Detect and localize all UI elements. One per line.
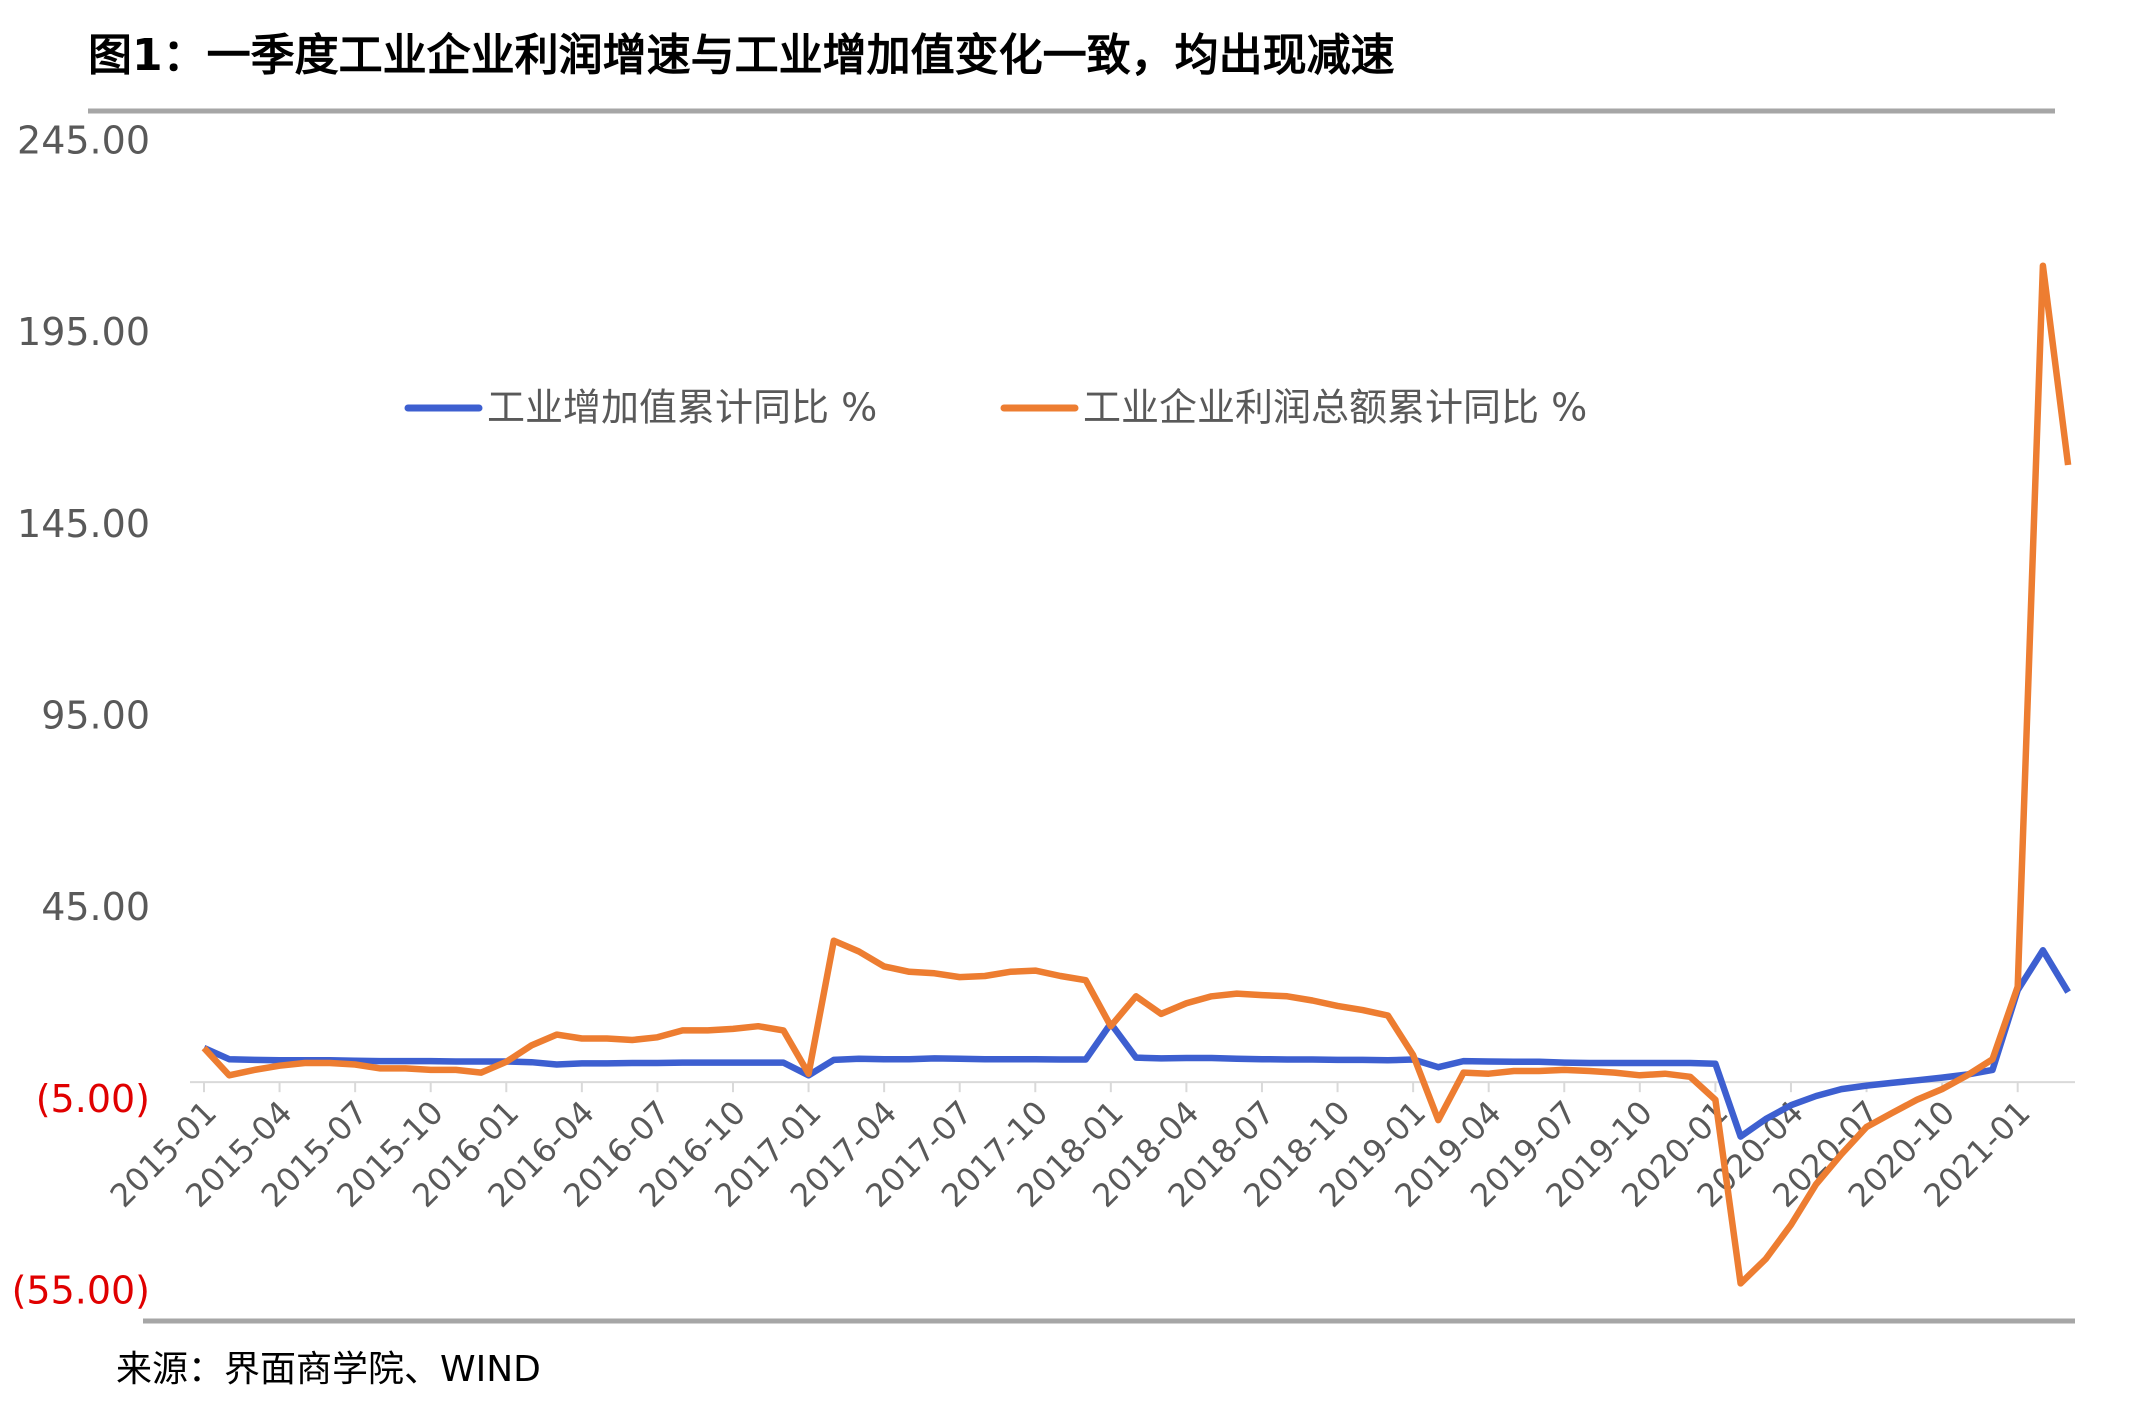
y-tick-label: (55.00) [12, 1269, 150, 1313]
chart-title: 图1：一季度工业企业利润增速与工业增加值变化一致，均出现减速 [88, 30, 1395, 81]
y-tick-label: (5.00) [36, 1077, 150, 1121]
source-note: 来源：界面商学院、WIND [116, 1349, 541, 1390]
y-tick-label: 245.00 [17, 119, 150, 163]
series-line [202, 947, 2071, 1140]
legend-label: 工业企业利润总额累计同比 % [1083, 386, 1587, 430]
series-line [201, 262, 2072, 1287]
y-tick-label: 95.00 [41, 694, 150, 738]
legend-label: 工业增加值累计同比 % [487, 386, 877, 430]
y-tick-label: 45.00 [41, 885, 150, 929]
y-tick-label: 145.00 [17, 502, 150, 546]
y-tick-label: 195.00 [17, 310, 150, 354]
